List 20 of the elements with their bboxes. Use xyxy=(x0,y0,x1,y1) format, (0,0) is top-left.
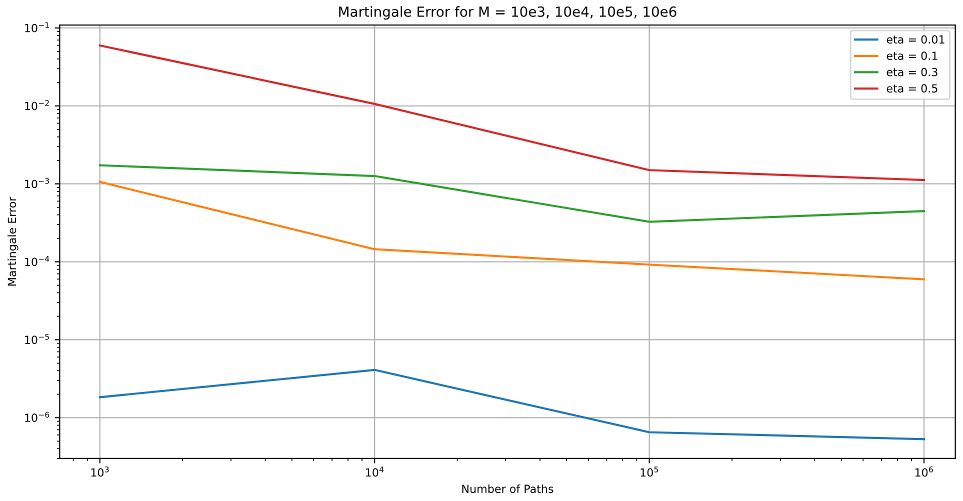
x-tick-label: 10$^{5}$ xyxy=(640,466,658,477)
line-series xyxy=(98,368,926,440)
y-tick-label: 10$^{−5}$ xyxy=(25,334,49,344)
y-axis-title: Martingale Error xyxy=(8,196,18,286)
x-tick-label: 10$^{6}$ xyxy=(915,466,933,477)
legend-label: eta = 0.5 xyxy=(886,84,938,93)
line-series xyxy=(98,164,926,223)
x-axis-title: Number of Paths xyxy=(462,484,554,494)
legend-label: eta = 0.1 xyxy=(886,52,938,60)
x-tick-label: 10$^{4}$ xyxy=(366,466,384,477)
y-tick-label: 10$^{−3}$ xyxy=(25,178,49,188)
line-series xyxy=(98,180,926,280)
y-tick-label: 10$^{−1}$ xyxy=(25,22,49,32)
x-tick-label: 10$^{3}$ xyxy=(91,466,109,477)
legend-label: eta = 0.01 xyxy=(886,35,944,44)
y-tick-label: 10$^{−2}$ xyxy=(25,100,49,110)
chart-title: Martingale Error for M = 10e3, 10e4, 10e5, 10e6 xyxy=(339,6,676,20)
legend-label: eta = 0.3 xyxy=(886,68,938,76)
y-tick-label: 10$^{−4}$ xyxy=(25,256,50,266)
y-tick-label: 10$^{−6}$ xyxy=(25,412,50,422)
